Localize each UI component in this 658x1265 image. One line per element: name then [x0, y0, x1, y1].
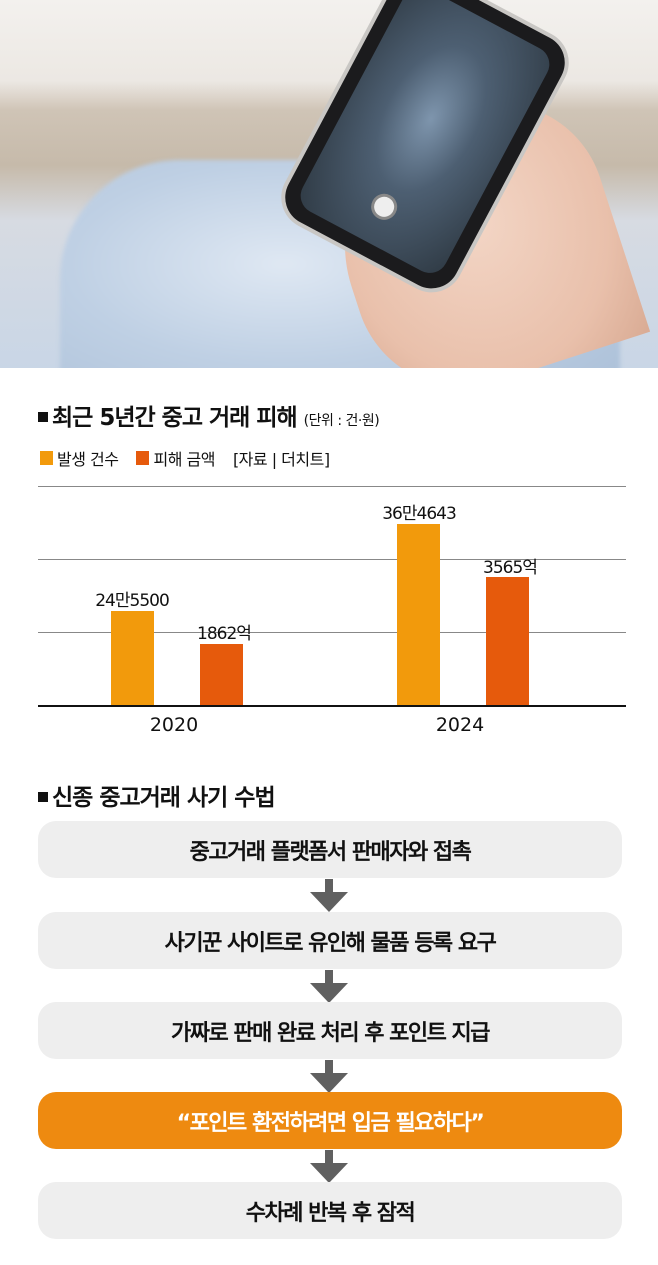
down-arrow-icon [310, 1150, 348, 1184]
header-photo [0, 0, 658, 368]
flow-step-2: 사기꾼 사이트로 유인해 물품 등록 요구 [38, 912, 622, 969]
bar-label: 24만5500 [95, 591, 170, 611]
x-tick-2024: 2024 [435, 714, 485, 736]
flow-title: 신종 중고거래 사기 수법 [38, 778, 276, 812]
bar-2020-amount [200, 644, 243, 705]
chart-legend: 발생 건수 피해 금액 [자료 | 더치트] [40, 446, 330, 470]
flow-step-1: 중고거래 플랫폼서 판매자와 접촉 [38, 821, 622, 878]
gridline [38, 559, 626, 560]
legend-item-count: 발생 건수 [40, 446, 119, 470]
down-arrow-icon [310, 1060, 348, 1094]
flow-step-3: 가짜로 판매 완료 처리 후 포인트 지급 [38, 1002, 622, 1059]
down-arrow-icon [310, 879, 348, 913]
gridline [38, 632, 626, 633]
bar-label: 36만4643 [382, 504, 457, 524]
chart-unit: (단위 : 건·원) [303, 413, 380, 429]
down-arrow-icon [310, 970, 348, 1004]
square-bullet-icon [38, 792, 48, 802]
bar-label: 1862억 [197, 624, 252, 644]
square-bullet-icon [38, 412, 48, 422]
bar-2020-count [111, 611, 154, 705]
bar-label: 3565억 [483, 558, 538, 578]
legend-item-amount: 피해 금액 [136, 446, 215, 470]
chart-source: [자료 | 더치트] [232, 450, 330, 469]
x-tick-2020: 2020 [149, 714, 199, 736]
chart-title: 최근 5년간 중고 거래 피해 (단위 : 건·원) [38, 398, 380, 432]
bar-chart: 24만5500 1862억 36만4643 3565억 2020 2024 [38, 486, 626, 736]
legend-swatch-orange [40, 451, 53, 465]
flow-step-4-highlight: “포인트 환전하려면 입금 필요하다” [38, 1092, 622, 1149]
shutter-button-icon [366, 189, 402, 225]
bar-2024-amount [486, 577, 529, 705]
flow-step-5: 수차례 반복 후 잠적 [38, 1182, 622, 1239]
x-axis [38, 705, 626, 707]
legend-swatch-red-orange [136, 451, 150, 465]
gridline [38, 486, 626, 487]
bar-2024-count [397, 524, 440, 705]
